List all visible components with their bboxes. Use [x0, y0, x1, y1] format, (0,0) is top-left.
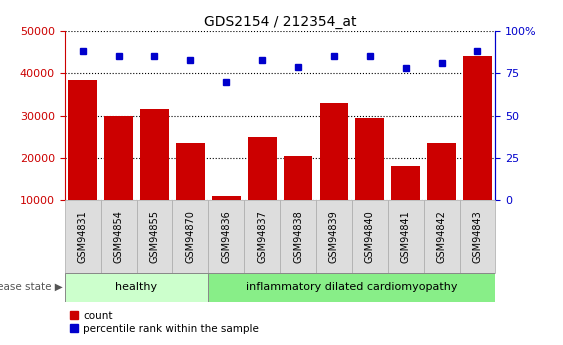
- Bar: [391, 166, 420, 242]
- Text: GSM94855: GSM94855: [149, 210, 159, 263]
- Text: GSM94836: GSM94836: [221, 210, 231, 263]
- Text: GSM94843: GSM94843: [472, 210, 482, 263]
- Bar: [137, 200, 172, 273]
- Bar: [427, 143, 456, 242]
- Bar: [320, 103, 348, 242]
- Bar: [65, 273, 208, 302]
- Bar: [248, 137, 276, 242]
- Bar: [65, 200, 101, 273]
- Text: GSM94854: GSM94854: [114, 210, 124, 263]
- Bar: [101, 200, 137, 273]
- Bar: [459, 200, 495, 273]
- Bar: [284, 156, 312, 242]
- Bar: [424, 200, 459, 273]
- Text: healthy: healthy: [115, 282, 158, 292]
- Text: GSM94839: GSM94839: [329, 210, 339, 263]
- Text: GSM94837: GSM94837: [257, 210, 267, 263]
- Title: GDS2154 / 212354_at: GDS2154 / 212354_at: [204, 14, 356, 29]
- Text: GSM94870: GSM94870: [185, 210, 195, 263]
- Bar: [316, 200, 352, 273]
- Legend: count, percentile rank within the sample: count, percentile rank within the sample: [70, 310, 260, 334]
- Bar: [280, 200, 316, 273]
- Text: GSM94838: GSM94838: [293, 210, 303, 263]
- Bar: [104, 116, 133, 242]
- Bar: [68, 80, 97, 242]
- Bar: [176, 143, 205, 242]
- Text: inflammatory dilated cardiomyopathy: inflammatory dilated cardiomyopathy: [246, 282, 458, 292]
- Bar: [355, 118, 384, 242]
- Text: disease state ▶: disease state ▶: [0, 282, 63, 292]
- Text: GSM94831: GSM94831: [78, 210, 88, 263]
- Bar: [244, 200, 280, 273]
- Bar: [463, 56, 492, 242]
- Bar: [212, 196, 240, 242]
- Text: GSM94841: GSM94841: [401, 210, 411, 263]
- Text: GSM94840: GSM94840: [365, 210, 375, 263]
- Bar: [208, 273, 495, 302]
- Bar: [140, 109, 169, 242]
- Bar: [352, 200, 388, 273]
- Bar: [388, 200, 424, 273]
- Bar: [172, 200, 208, 273]
- Bar: [208, 200, 244, 273]
- Text: GSM94842: GSM94842: [436, 210, 446, 263]
